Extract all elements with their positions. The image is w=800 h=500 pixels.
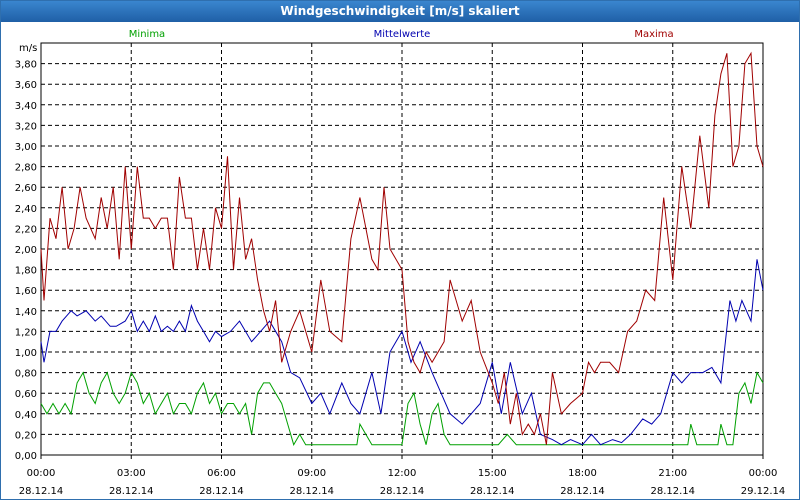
x-tick-time: 00:00 — [749, 468, 778, 479]
series-line-mittelwerte — [40, 259, 764, 446]
y-tick-label: 0,60 — [15, 389, 37, 400]
legend-mittelwerte: Mittelwerte — [374, 29, 431, 40]
x-tick-time: 00:00 — [27, 468, 56, 479]
x-tick-date: 28.12.14 — [380, 486, 425, 497]
chart-title: Windgeschwindigkeit [m/s] skaliert — [1, 1, 799, 22]
legend-minima: Minima — [129, 29, 165, 40]
legend: Minima Mittelwerte Maxima — [129, 29, 674, 40]
x-tick-time: 12:00 — [388, 468, 417, 479]
y-tick-label: 2,80 — [15, 163, 37, 174]
series-line-maxima — [40, 51, 764, 445]
y-tick-label: 2,20 — [15, 224, 37, 235]
y-tick-label: 0,40 — [15, 410, 37, 421]
y-tick-label: 3,00 — [15, 142, 37, 153]
y-tick-label: 3,80 — [15, 60, 37, 71]
y-axis-label: m/s — [19, 43, 37, 54]
y-tick-label: 1,60 — [15, 286, 37, 297]
legend-maxima: Maxima — [634, 29, 673, 40]
y-tick-label: 2,40 — [15, 204, 37, 215]
x-tick-time: 09:00 — [297, 468, 326, 479]
y-tick-label: 3,60 — [15, 80, 37, 91]
x-tick-date: 28.12.14 — [560, 486, 605, 497]
series-line-minima — [40, 371, 764, 446]
y-tick-label: 0,80 — [15, 369, 37, 380]
y-tick-label: 0,20 — [15, 430, 37, 441]
x-tick-date: 28.12.14 — [650, 486, 695, 497]
y-tick-label: 3,40 — [15, 101, 37, 112]
y-tick-label: 0,00 — [15, 451, 37, 462]
x-tick-date: 28.12.14 — [470, 486, 515, 497]
y-axis-ticks: 0,00 0,20 0,40 0,60 0,80 1,00 1,20 1,40 1,60 1,80… — [15, 60, 37, 462]
y-tick-label: 1,80 — [15, 266, 37, 277]
y-tick-label: 2,00 — [15, 245, 37, 256]
x-axis-ticks: 00:00 28.12.14 03:00 28.12.14 06:00 28.12.14 0… — [19, 455, 786, 497]
x-tick-time: 15:00 — [478, 468, 507, 479]
y-tick-label: 1,20 — [15, 327, 37, 338]
x-tick-time: 18:00 — [568, 468, 597, 479]
x-tick-time: 03:00 — [117, 468, 146, 479]
series-lines — [40, 51, 764, 446]
y-tick-label: 1,40 — [15, 307, 37, 318]
x-tick-time: 06:00 — [207, 468, 236, 479]
x-tick-date: 28.12.14 — [289, 486, 334, 497]
line-chart: 0,00 0,20 0,40 0,60 0,80 1,00 1,20 1,40 1,60 1,80… — [15, 29, 786, 497]
x-tick-date: 29.12.14 — [741, 486, 786, 497]
x-tick-time: 21:00 — [658, 468, 687, 479]
y-tick-label: 1,00 — [15, 348, 37, 359]
y-tick-label: 3,20 — [15, 121, 37, 132]
x-tick-date: 28.12.14 — [199, 486, 244, 497]
x-tick-date: 28.12.14 — [109, 486, 154, 497]
x-tick-date: 28.12.14 — [19, 486, 64, 497]
y-tick-label: 2,60 — [15, 183, 37, 194]
